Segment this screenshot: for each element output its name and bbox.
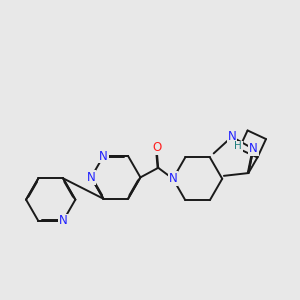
Text: N: N bbox=[87, 171, 95, 184]
Text: N: N bbox=[59, 214, 68, 227]
Text: N: N bbox=[169, 172, 177, 185]
Text: N: N bbox=[99, 149, 108, 163]
Text: H: H bbox=[234, 141, 242, 152]
Text: N: N bbox=[249, 142, 258, 155]
Text: O: O bbox=[152, 141, 161, 154]
Text: N: N bbox=[227, 130, 236, 143]
